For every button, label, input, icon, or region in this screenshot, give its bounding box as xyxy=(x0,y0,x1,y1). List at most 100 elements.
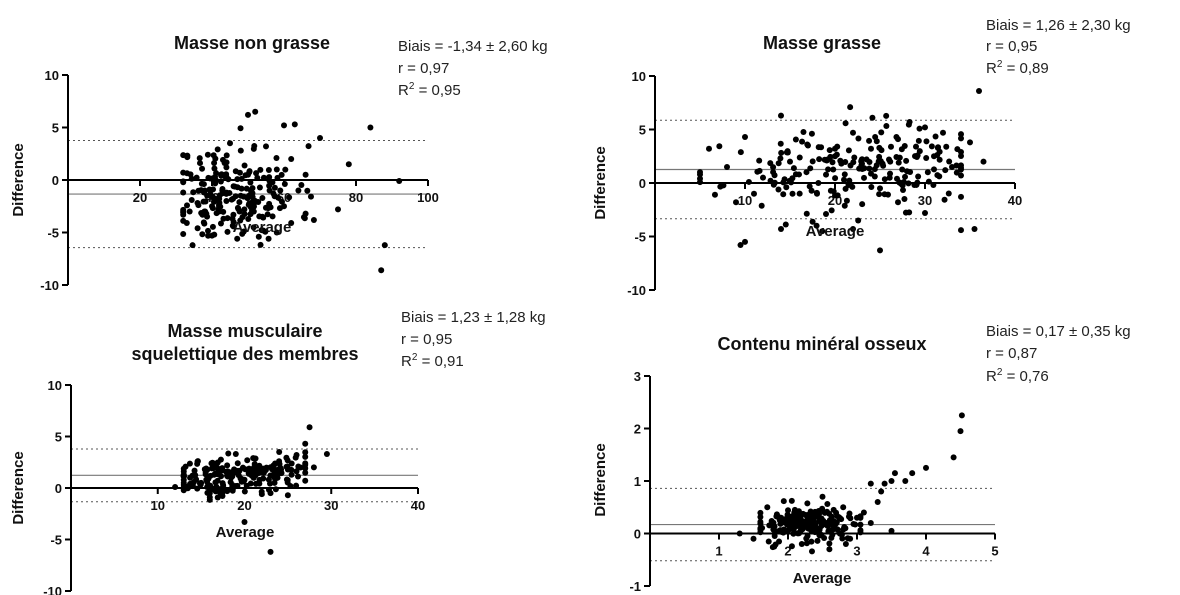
y-tick-label: 10 xyxy=(48,378,62,393)
data-point xyxy=(283,463,290,470)
data-point xyxy=(304,187,311,194)
data-point xyxy=(260,475,267,482)
data-point xyxy=(745,178,752,185)
data-point xyxy=(907,168,914,175)
data-point xyxy=(302,449,309,456)
data-point xyxy=(810,519,817,526)
y-tick-label: 10 xyxy=(45,68,59,83)
data-point xyxy=(803,210,810,217)
data-point xyxy=(838,516,845,523)
data-point xyxy=(180,211,187,218)
data-point xyxy=(861,165,868,172)
data-point xyxy=(250,203,257,210)
data-point xyxy=(214,494,221,501)
x-tick-label: 40 xyxy=(411,498,425,513)
data-point xyxy=(217,456,224,463)
data-point xyxy=(775,186,782,193)
data-point xyxy=(793,511,800,518)
data-point xyxy=(950,454,957,461)
data-point xyxy=(241,518,248,525)
y-axis-title: Difference xyxy=(10,451,27,524)
data-point xyxy=(189,242,196,249)
data-point xyxy=(184,170,191,177)
data-point xyxy=(257,166,264,173)
data-point xyxy=(284,492,291,499)
data-point xyxy=(916,125,923,132)
data-point xyxy=(270,190,277,197)
data-point xyxy=(756,157,763,164)
data-point xyxy=(778,112,784,119)
y-tick-label: 5 xyxy=(55,430,62,445)
data-point xyxy=(923,464,929,471)
data-point xyxy=(205,227,212,234)
y-tick-label: -5 xyxy=(634,230,646,245)
data-point xyxy=(804,141,811,148)
data-point xyxy=(922,124,928,131)
data-point xyxy=(845,147,852,154)
data-point xyxy=(201,208,208,215)
data-point xyxy=(224,228,231,235)
data-point xyxy=(252,108,259,115)
data-point xyxy=(272,486,279,493)
data-point xyxy=(829,531,836,538)
data-point xyxy=(209,223,216,230)
data-point xyxy=(778,226,784,233)
data-point xyxy=(913,154,920,161)
data-point xyxy=(234,235,241,242)
data-point xyxy=(288,466,295,473)
data-point xyxy=(857,513,864,520)
data-point xyxy=(207,191,214,198)
data-point xyxy=(264,211,271,218)
data-point xyxy=(180,479,187,486)
data-point xyxy=(247,211,254,218)
x-tick-label: 20 xyxy=(237,498,251,513)
data-point xyxy=(958,193,964,200)
data-point xyxy=(834,192,841,199)
data-point xyxy=(980,158,987,165)
data-point xyxy=(194,460,201,467)
data-point xyxy=(881,480,888,487)
data-point xyxy=(826,546,833,553)
data-point xyxy=(756,167,763,174)
data-point xyxy=(252,455,259,462)
data-point xyxy=(816,514,823,521)
data-point xyxy=(780,529,787,536)
data-point xyxy=(259,195,266,202)
data-point xyxy=(241,206,248,213)
data-point xyxy=(764,504,771,511)
data-point xyxy=(213,210,220,217)
data-point xyxy=(778,149,785,156)
y-tick-label: -1 xyxy=(629,579,641,594)
data-point xyxy=(234,460,241,467)
data-point xyxy=(277,187,284,194)
y-axis-title: Difference xyxy=(592,443,609,516)
data-point xyxy=(841,202,848,209)
data-point xyxy=(871,166,878,173)
data-point xyxy=(188,175,195,182)
stat-r2: R2 = 0,89 xyxy=(986,59,1049,77)
data-point xyxy=(229,222,236,229)
data-point xyxy=(246,169,253,176)
y-tick-label: 5 xyxy=(52,121,59,136)
data-point xyxy=(276,448,283,455)
x-tick-label: 5 xyxy=(991,544,998,559)
data-point xyxy=(199,231,206,238)
data-point xyxy=(852,521,859,528)
y-tick-label: -10 xyxy=(43,584,62,595)
data-point xyxy=(832,175,839,182)
data-point xyxy=(976,87,982,94)
data-point xyxy=(826,540,833,547)
data-point xyxy=(224,468,231,475)
data-point xyxy=(212,470,219,477)
data-point xyxy=(777,140,784,147)
data-point xyxy=(234,468,241,475)
data-point xyxy=(209,205,216,212)
data-point xyxy=(958,135,964,142)
data-point xyxy=(784,511,791,518)
data-point xyxy=(736,530,743,537)
data-point xyxy=(217,486,224,493)
data-point xyxy=(266,182,273,189)
data-point xyxy=(958,412,965,419)
data-point xyxy=(809,218,816,225)
data-point xyxy=(940,129,946,136)
